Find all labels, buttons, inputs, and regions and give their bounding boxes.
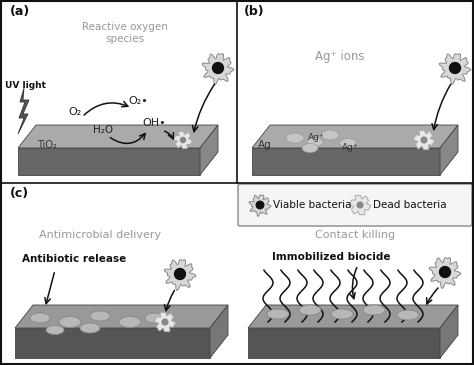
Polygon shape xyxy=(413,130,435,150)
Polygon shape xyxy=(429,258,461,289)
Text: Viable bacteria: Viable bacteria xyxy=(273,200,352,210)
Circle shape xyxy=(181,138,185,143)
Circle shape xyxy=(439,266,450,277)
Polygon shape xyxy=(155,312,175,332)
Ellipse shape xyxy=(46,326,64,334)
Polygon shape xyxy=(15,328,210,358)
Polygon shape xyxy=(249,195,271,216)
Circle shape xyxy=(421,137,427,143)
Polygon shape xyxy=(252,148,440,175)
Circle shape xyxy=(174,269,185,280)
Polygon shape xyxy=(440,305,458,358)
Ellipse shape xyxy=(363,305,385,315)
Ellipse shape xyxy=(80,323,100,333)
Text: Dead bacteria: Dead bacteria xyxy=(373,200,447,210)
Polygon shape xyxy=(164,260,196,291)
Ellipse shape xyxy=(59,316,81,327)
Polygon shape xyxy=(440,125,458,175)
Polygon shape xyxy=(248,328,440,358)
Text: Contact killing: Contact killing xyxy=(315,230,395,240)
Polygon shape xyxy=(202,54,234,85)
Text: Ag⁺: Ag⁺ xyxy=(342,143,359,152)
Ellipse shape xyxy=(267,309,289,319)
Ellipse shape xyxy=(339,138,356,147)
Text: Ag: Ag xyxy=(258,140,272,150)
Text: H₂O: H₂O xyxy=(93,125,113,135)
Polygon shape xyxy=(200,125,218,175)
Text: OH•: OH• xyxy=(142,118,165,128)
Ellipse shape xyxy=(321,130,339,140)
Text: (b): (b) xyxy=(244,5,264,18)
Polygon shape xyxy=(18,125,218,148)
FancyBboxPatch shape xyxy=(238,184,472,226)
Ellipse shape xyxy=(90,311,110,321)
Text: O₂: O₂ xyxy=(68,107,81,117)
Circle shape xyxy=(162,319,168,325)
Text: Antibiotic release: Antibiotic release xyxy=(22,254,126,264)
Polygon shape xyxy=(248,305,458,328)
Text: UV light: UV light xyxy=(5,81,46,90)
Polygon shape xyxy=(349,195,371,215)
Text: Immobilized biocide: Immobilized biocide xyxy=(272,252,391,262)
Polygon shape xyxy=(439,54,471,85)
Ellipse shape xyxy=(307,138,323,146)
Circle shape xyxy=(212,62,223,73)
Ellipse shape xyxy=(119,316,141,327)
Polygon shape xyxy=(210,305,228,358)
Ellipse shape xyxy=(331,309,353,319)
Circle shape xyxy=(256,201,264,209)
Ellipse shape xyxy=(397,310,419,320)
Ellipse shape xyxy=(286,133,304,143)
Text: Reactive oxygen
species: Reactive oxygen species xyxy=(82,22,168,45)
Text: (c): (c) xyxy=(10,187,29,200)
Polygon shape xyxy=(18,148,200,175)
Text: TiO₂: TiO₂ xyxy=(37,140,57,150)
Ellipse shape xyxy=(145,313,165,323)
Polygon shape xyxy=(18,88,29,134)
Circle shape xyxy=(357,202,363,208)
Text: Antimicrobial delivery: Antimicrobial delivery xyxy=(39,230,161,240)
Text: Ag⁺ ions: Ag⁺ ions xyxy=(315,50,365,63)
Ellipse shape xyxy=(299,305,321,315)
Text: O₂•: O₂• xyxy=(128,96,148,106)
Polygon shape xyxy=(15,305,228,328)
Ellipse shape xyxy=(30,313,50,323)
Polygon shape xyxy=(173,131,192,149)
Polygon shape xyxy=(252,125,458,148)
Text: (a): (a) xyxy=(10,5,30,18)
Circle shape xyxy=(449,62,460,73)
Text: Ag⁺: Ag⁺ xyxy=(308,133,325,142)
Ellipse shape xyxy=(302,143,318,153)
